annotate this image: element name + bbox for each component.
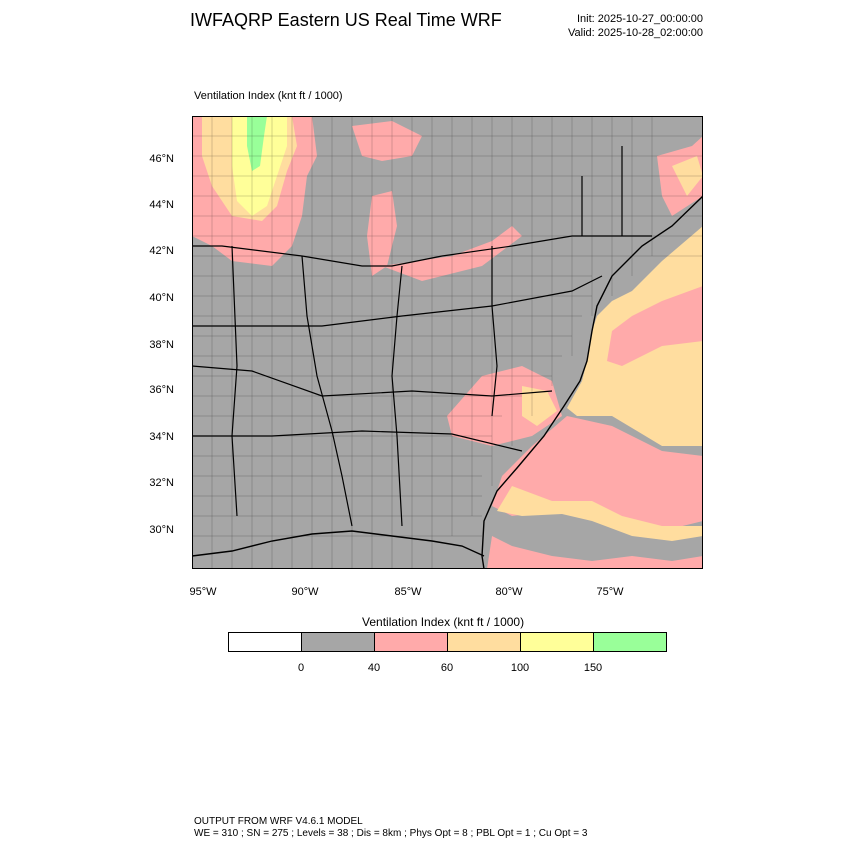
legend-swatch-3 bbox=[448, 633, 521, 651]
legend-title: Ventilation Index (knt ft / 1000) bbox=[362, 615, 525, 629]
michigan-band-40-60 bbox=[367, 191, 397, 276]
ventilation-index-map bbox=[192, 116, 703, 569]
legend-swatch-2 bbox=[375, 633, 448, 651]
lon-label-80: 80°W bbox=[495, 586, 523, 598]
lat-label-44: 44°N bbox=[149, 199, 174, 211]
map-frame bbox=[192, 116, 703, 569]
valid-time: Valid: 2025-10-28_02:00:00 bbox=[568, 27, 703, 39]
legend-label-60: 60 bbox=[440, 662, 454, 674]
plot-title: IWFAQRP Eastern US Real Time WRF bbox=[190, 10, 502, 30]
legend-swatch-5 bbox=[594, 633, 666, 651]
init-time: Init: 2025-10-27_00:00:00 bbox=[577, 13, 703, 25]
carolina-band-60-100 bbox=[522, 386, 557, 426]
lat-label-32: 32°N bbox=[149, 477, 174, 489]
lake-erie-band-40-60 bbox=[382, 226, 522, 281]
lat-label-34: 34°N bbox=[149, 431, 174, 443]
panel-title: Ventilation Index (knt ft / 1000) bbox=[194, 90, 343, 102]
legend-label-150: 150 bbox=[583, 662, 603, 674]
gulf-coastline bbox=[192, 530, 485, 557]
ocean-band-40-60-far-south bbox=[487, 536, 703, 569]
lat-label-40: 40°N bbox=[149, 292, 174, 304]
carolina-band-40-60 bbox=[447, 366, 562, 446]
legend-swatch-4 bbox=[521, 633, 594, 651]
lon-label-90: 90°W bbox=[291, 586, 319, 598]
ocean-band-40-60-north bbox=[607, 286, 703, 366]
county-grid bbox=[192, 116, 703, 569]
lat-label-30: 30°N bbox=[149, 524, 174, 536]
legend-label-40: 40 bbox=[367, 662, 381, 674]
legend-swatch-0 bbox=[229, 633, 302, 651]
lon-label-95: 95°W bbox=[189, 586, 217, 598]
lat-label-42: 42°N bbox=[149, 245, 174, 257]
superior-band-40-60 bbox=[352, 121, 422, 161]
ocean-band-60-100-south bbox=[497, 486, 703, 541]
atlantic-coastline bbox=[481, 195, 703, 569]
lat-label-36: 36°N bbox=[149, 384, 174, 396]
lat-label-46: 46°N bbox=[149, 153, 174, 165]
legend-swatch-1 bbox=[302, 633, 375, 651]
legend-label-0: 0 bbox=[297, 662, 305, 674]
color-legend bbox=[228, 632, 667, 652]
footer-model: OUTPUT FROM WRF V4.6.1 MODEL bbox=[194, 816, 363, 827]
legend-label-100: 100 bbox=[510, 662, 530, 674]
lon-label-85: 85°W bbox=[394, 586, 422, 598]
lat-label-38: 38°N bbox=[149, 339, 174, 351]
footer-params: WE = 310 ; SN = 275 ; Levels = 38 ; Dis … bbox=[194, 828, 588, 839]
lon-label-75: 75°W bbox=[596, 586, 624, 598]
